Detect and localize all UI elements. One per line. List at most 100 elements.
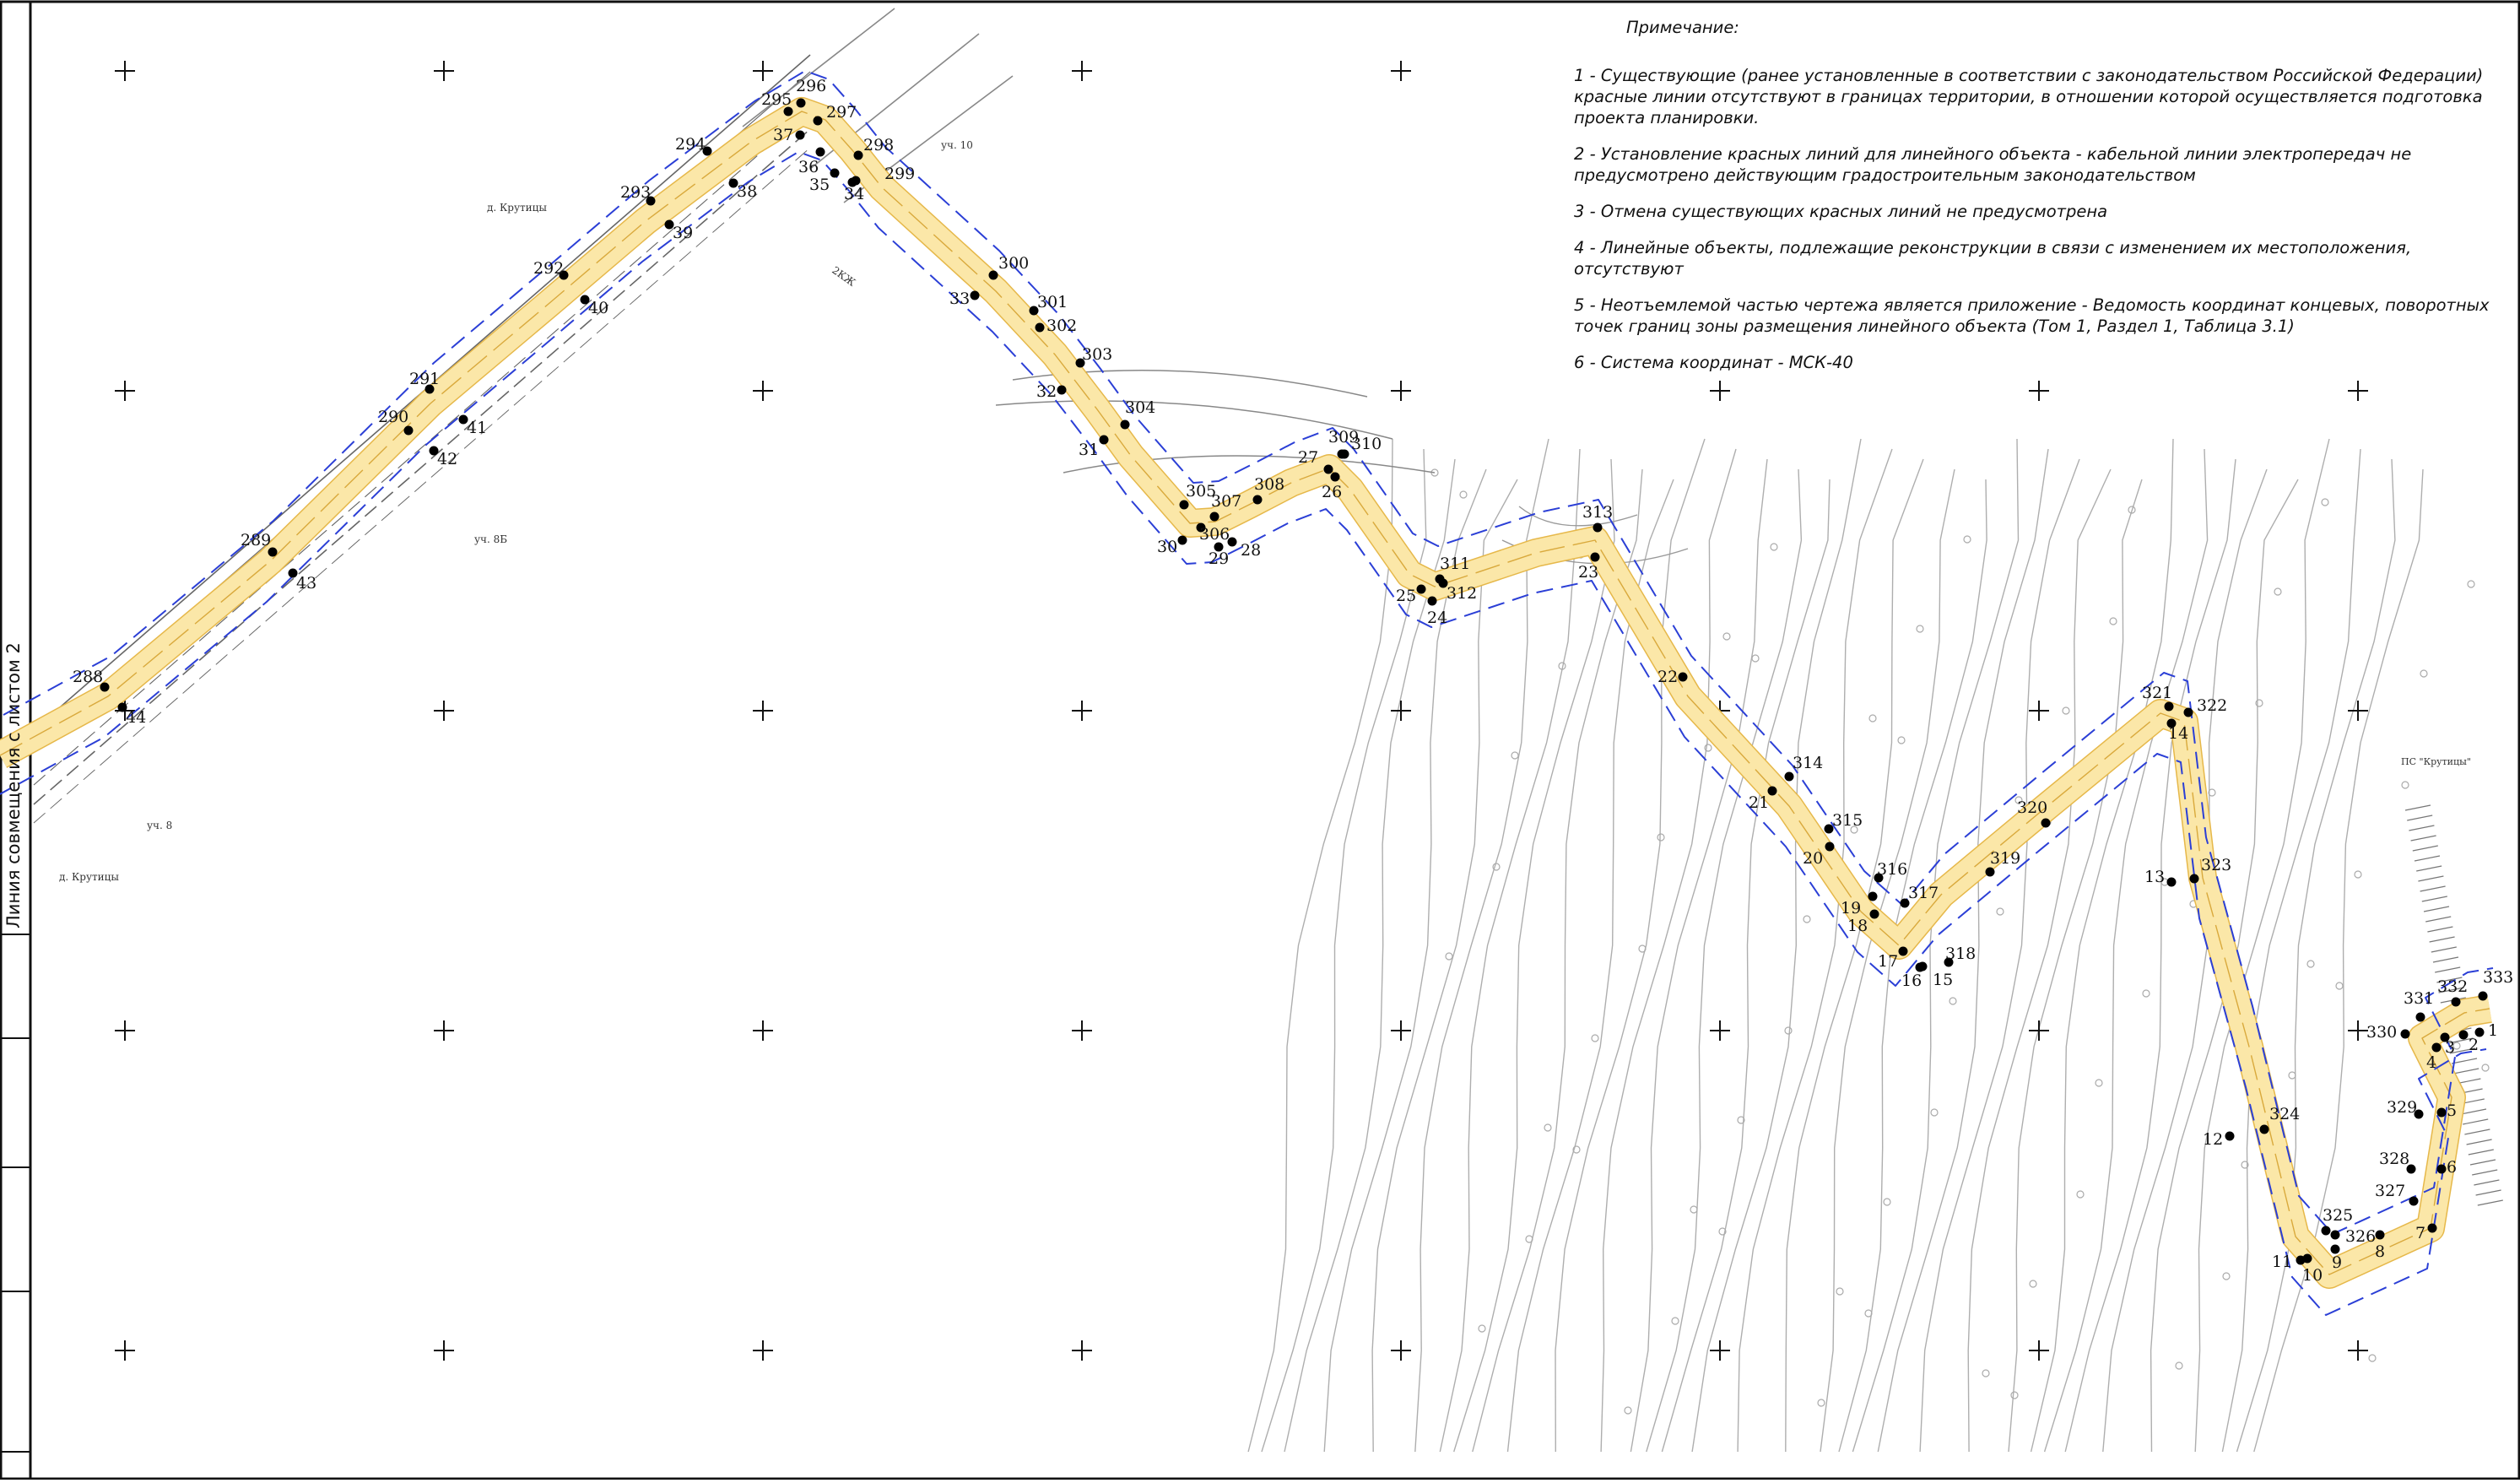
slope-hatch [2431, 946, 2457, 953]
point-number: 322 [2197, 696, 2227, 715]
survey-mark [1544, 1123, 1552, 1132]
point-marker [2330, 1244, 2340, 1254]
slope-hatch [2407, 815, 2433, 821]
point-number: 31 [1079, 441, 1099, 459]
point-marker [1917, 961, 1928, 972]
slope-hatch [2429, 936, 2455, 943]
survey-mark [2128, 506, 2136, 514]
cable-corridor [0, 97, 2492, 1289]
grid-cross [2348, 1020, 2368, 1041]
survey-mark [2062, 706, 2070, 715]
placement-zone-boundary [0, 70, 2494, 1316]
grid-cross [2348, 381, 2368, 401]
survey-mark [1949, 997, 1957, 1005]
village-label-bottom: д. Крутицы [59, 871, 119, 883]
point-marker [830, 168, 840, 178]
survey-mark [2095, 1079, 2103, 1087]
point-marker [1177, 535, 1187, 545]
point-number: 33 [949, 290, 970, 308]
point-number: 315 [1832, 811, 1863, 830]
point-number: 10 [2302, 1266, 2323, 1285]
point-marker [1252, 495, 1263, 505]
grid-cross [1710, 1340, 1730, 1361]
point-number: 311 [1440, 555, 1470, 573]
survey-mark [1445, 952, 1453, 961]
contour-line [1414, 438, 1549, 1453]
point-marker [1784, 771, 1794, 782]
point-marker [813, 116, 823, 126]
contour-line [1919, 458, 2080, 1453]
point-marker [1944, 957, 1954, 967]
survey-mark [2076, 1190, 2085, 1199]
grid-cross [2348, 1340, 2368, 1361]
point-number: 27 [1298, 448, 1318, 467]
point-marker [117, 702, 127, 712]
survey-mark [2241, 1161, 2249, 1169]
contour-line [1661, 479, 1831, 1453]
point-marker [288, 568, 298, 578]
point-marker [2400, 1029, 2410, 1039]
slope-hatch [2420, 885, 2446, 892]
point-marker [1590, 552, 1600, 562]
point-marker [1868, 891, 1878, 901]
point-marker [815, 147, 825, 157]
point-number: 327 [2375, 1182, 2405, 1200]
point-number: 22 [1657, 668, 1678, 686]
point-marker [728, 178, 738, 188]
point-number: 17 [1878, 952, 1898, 971]
corridor-centerline [0, 111, 2490, 1275]
point-number: 294 [675, 135, 706, 154]
survey-mark [1722, 632, 1731, 641]
plot-label-8: уч. 8 [147, 820, 172, 831]
point-number: 19 [1841, 899, 1861, 917]
slope-hatch [2409, 825, 2435, 831]
contour-line [1284, 458, 1456, 1453]
contour-line [1820, 468, 1955, 1453]
road-edge [33, 109, 811, 786]
point-number: 41 [467, 419, 487, 437]
point-number: 309 [1328, 428, 1359, 447]
grid-cross [753, 381, 773, 401]
survey-mark [1718, 1227, 1727, 1236]
point-number: 8 [2375, 1242, 2385, 1261]
contour-line [1453, 458, 1615, 1453]
point-marker [580, 295, 590, 305]
grid-cross [1072, 1020, 1092, 1041]
point-marker [2478, 991, 2488, 1001]
point-marker [2189, 874, 2199, 884]
point-number: 304 [1125, 398, 1155, 417]
contour-line [1555, 438, 1706, 1453]
slope-hatch [2447, 1037, 2474, 1044]
point-marker [1209, 511, 1219, 522]
point-marker [970, 290, 980, 300]
boundary-line [0, 151, 2487, 1316]
point-number: 301 [1037, 293, 1068, 311]
notes-title: Примечание: [1626, 18, 1739, 37]
point-marker [1824, 824, 1834, 834]
point-marker [1869, 909, 1879, 919]
point-number: 328 [2379, 1150, 2409, 1168]
slope-hatch [2412, 845, 2438, 852]
survey-mark [1638, 944, 1647, 953]
grid-cross [1391, 61, 1411, 81]
grid-cross [115, 1020, 135, 1041]
survey-mark [2255, 699, 2263, 707]
slope-hatch [2418, 875, 2444, 882]
note-item: 4 - Линейные объекты, подлежащие реконст… [1574, 238, 2412, 279]
contour-line [1439, 448, 1581, 1453]
point-number: 7 [2415, 1224, 2425, 1242]
point-marker [1339, 449, 1349, 459]
sheet-match-line-label: Линия совмещения с листом 2 [3, 642, 24, 928]
slope-hatch [2464, 1128, 2490, 1135]
slope-hatch [2453, 1068, 2479, 1074]
point-marker [1416, 584, 1426, 594]
point-number: 326 [2345, 1227, 2376, 1246]
point-marker [2164, 701, 2174, 712]
point-marker [1035, 322, 1045, 333]
point-number: 302 [1046, 317, 1077, 335]
point-number: 16 [1901, 972, 1922, 990]
survey-mark [2321, 498, 2329, 506]
grid-cross [2029, 381, 2049, 401]
survey-mark [2010, 1391, 2019, 1399]
